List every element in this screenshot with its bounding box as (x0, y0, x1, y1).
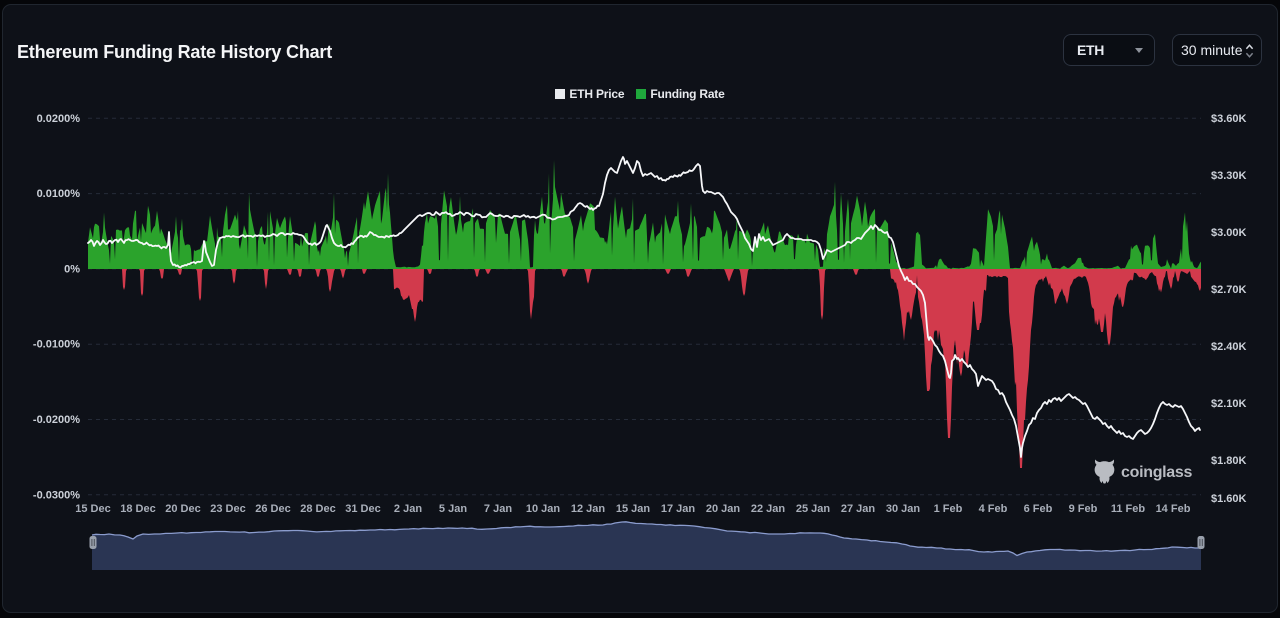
svg-text:$3.60K: $3.60K (1211, 113, 1247, 125)
svg-text:26 Dec: 26 Dec (255, 503, 290, 515)
svg-text:$3.30K: $3.30K (1211, 170, 1247, 182)
svg-text:15 Dec: 15 Dec (75, 503, 110, 515)
svg-text:6 Feb: 6 Feb (1024, 503, 1053, 515)
svg-text:0%: 0% (64, 263, 80, 275)
svg-text:2 Jan: 2 Jan (394, 503, 422, 515)
svg-text:7 Jan: 7 Jan (484, 503, 512, 515)
svg-text:-0.0100%: -0.0100% (33, 339, 80, 351)
svg-text:$1.80K: $1.80K (1211, 455, 1247, 467)
svg-text:30 Jan: 30 Jan (886, 503, 921, 515)
svg-text:28 Dec: 28 Dec (300, 503, 335, 515)
svg-text:9 Feb: 9 Feb (1069, 503, 1098, 515)
svg-text:12 Jan: 12 Jan (571, 503, 606, 515)
svg-text:18 Dec: 18 Dec (120, 503, 155, 515)
svg-text:10 Jan: 10 Jan (526, 503, 561, 515)
svg-text:4 Feb: 4 Feb (979, 503, 1008, 515)
svg-text:23 Dec: 23 Dec (210, 503, 245, 515)
svg-text:17 Jan: 17 Jan (661, 503, 696, 515)
svg-text:-0.0200%: -0.0200% (33, 414, 80, 426)
svg-text:31 Dec: 31 Dec (345, 503, 380, 515)
svg-text:1 Feb: 1 Feb (934, 503, 963, 515)
svg-text:20 Jan: 20 Jan (706, 503, 741, 515)
svg-text:coinglass: coinglass (1121, 464, 1193, 481)
svg-text:5 Jan: 5 Jan (439, 503, 467, 515)
svg-text:$2.70K: $2.70K (1211, 284, 1247, 296)
svg-text:$1.60K: $1.60K (1211, 493, 1247, 505)
svg-text:25 Jan: 25 Jan (796, 503, 831, 515)
svg-text:27 Jan: 27 Jan (841, 503, 876, 515)
svg-text:11 Feb: 11 Feb (1111, 503, 1146, 515)
svg-text:20 Dec: 20 Dec (165, 503, 200, 515)
svg-text:-0.0300%: -0.0300% (33, 489, 80, 501)
svg-text:$2.10K: $2.10K (1211, 398, 1247, 410)
svg-text:14 Feb: 14 Feb (1156, 503, 1191, 515)
svg-text:$3.00K: $3.00K (1211, 227, 1247, 239)
svg-text:22 Jan: 22 Jan (751, 503, 786, 515)
svg-text:$2.40K: $2.40K (1211, 341, 1247, 353)
svg-text:0.0200%: 0.0200% (37, 113, 81, 125)
svg-text:15 Jan: 15 Jan (616, 503, 651, 515)
svg-text:0.0100%: 0.0100% (37, 188, 81, 200)
